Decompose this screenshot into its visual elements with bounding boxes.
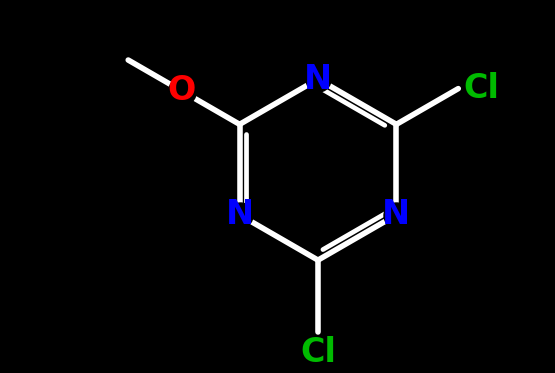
Text: N: N — [382, 198, 411, 231]
Text: Cl: Cl — [463, 72, 499, 105]
Text: N: N — [225, 198, 254, 231]
Text: Cl: Cl — [300, 336, 336, 369]
Text: O: O — [168, 75, 196, 107]
Text: N: N — [304, 63, 332, 95]
